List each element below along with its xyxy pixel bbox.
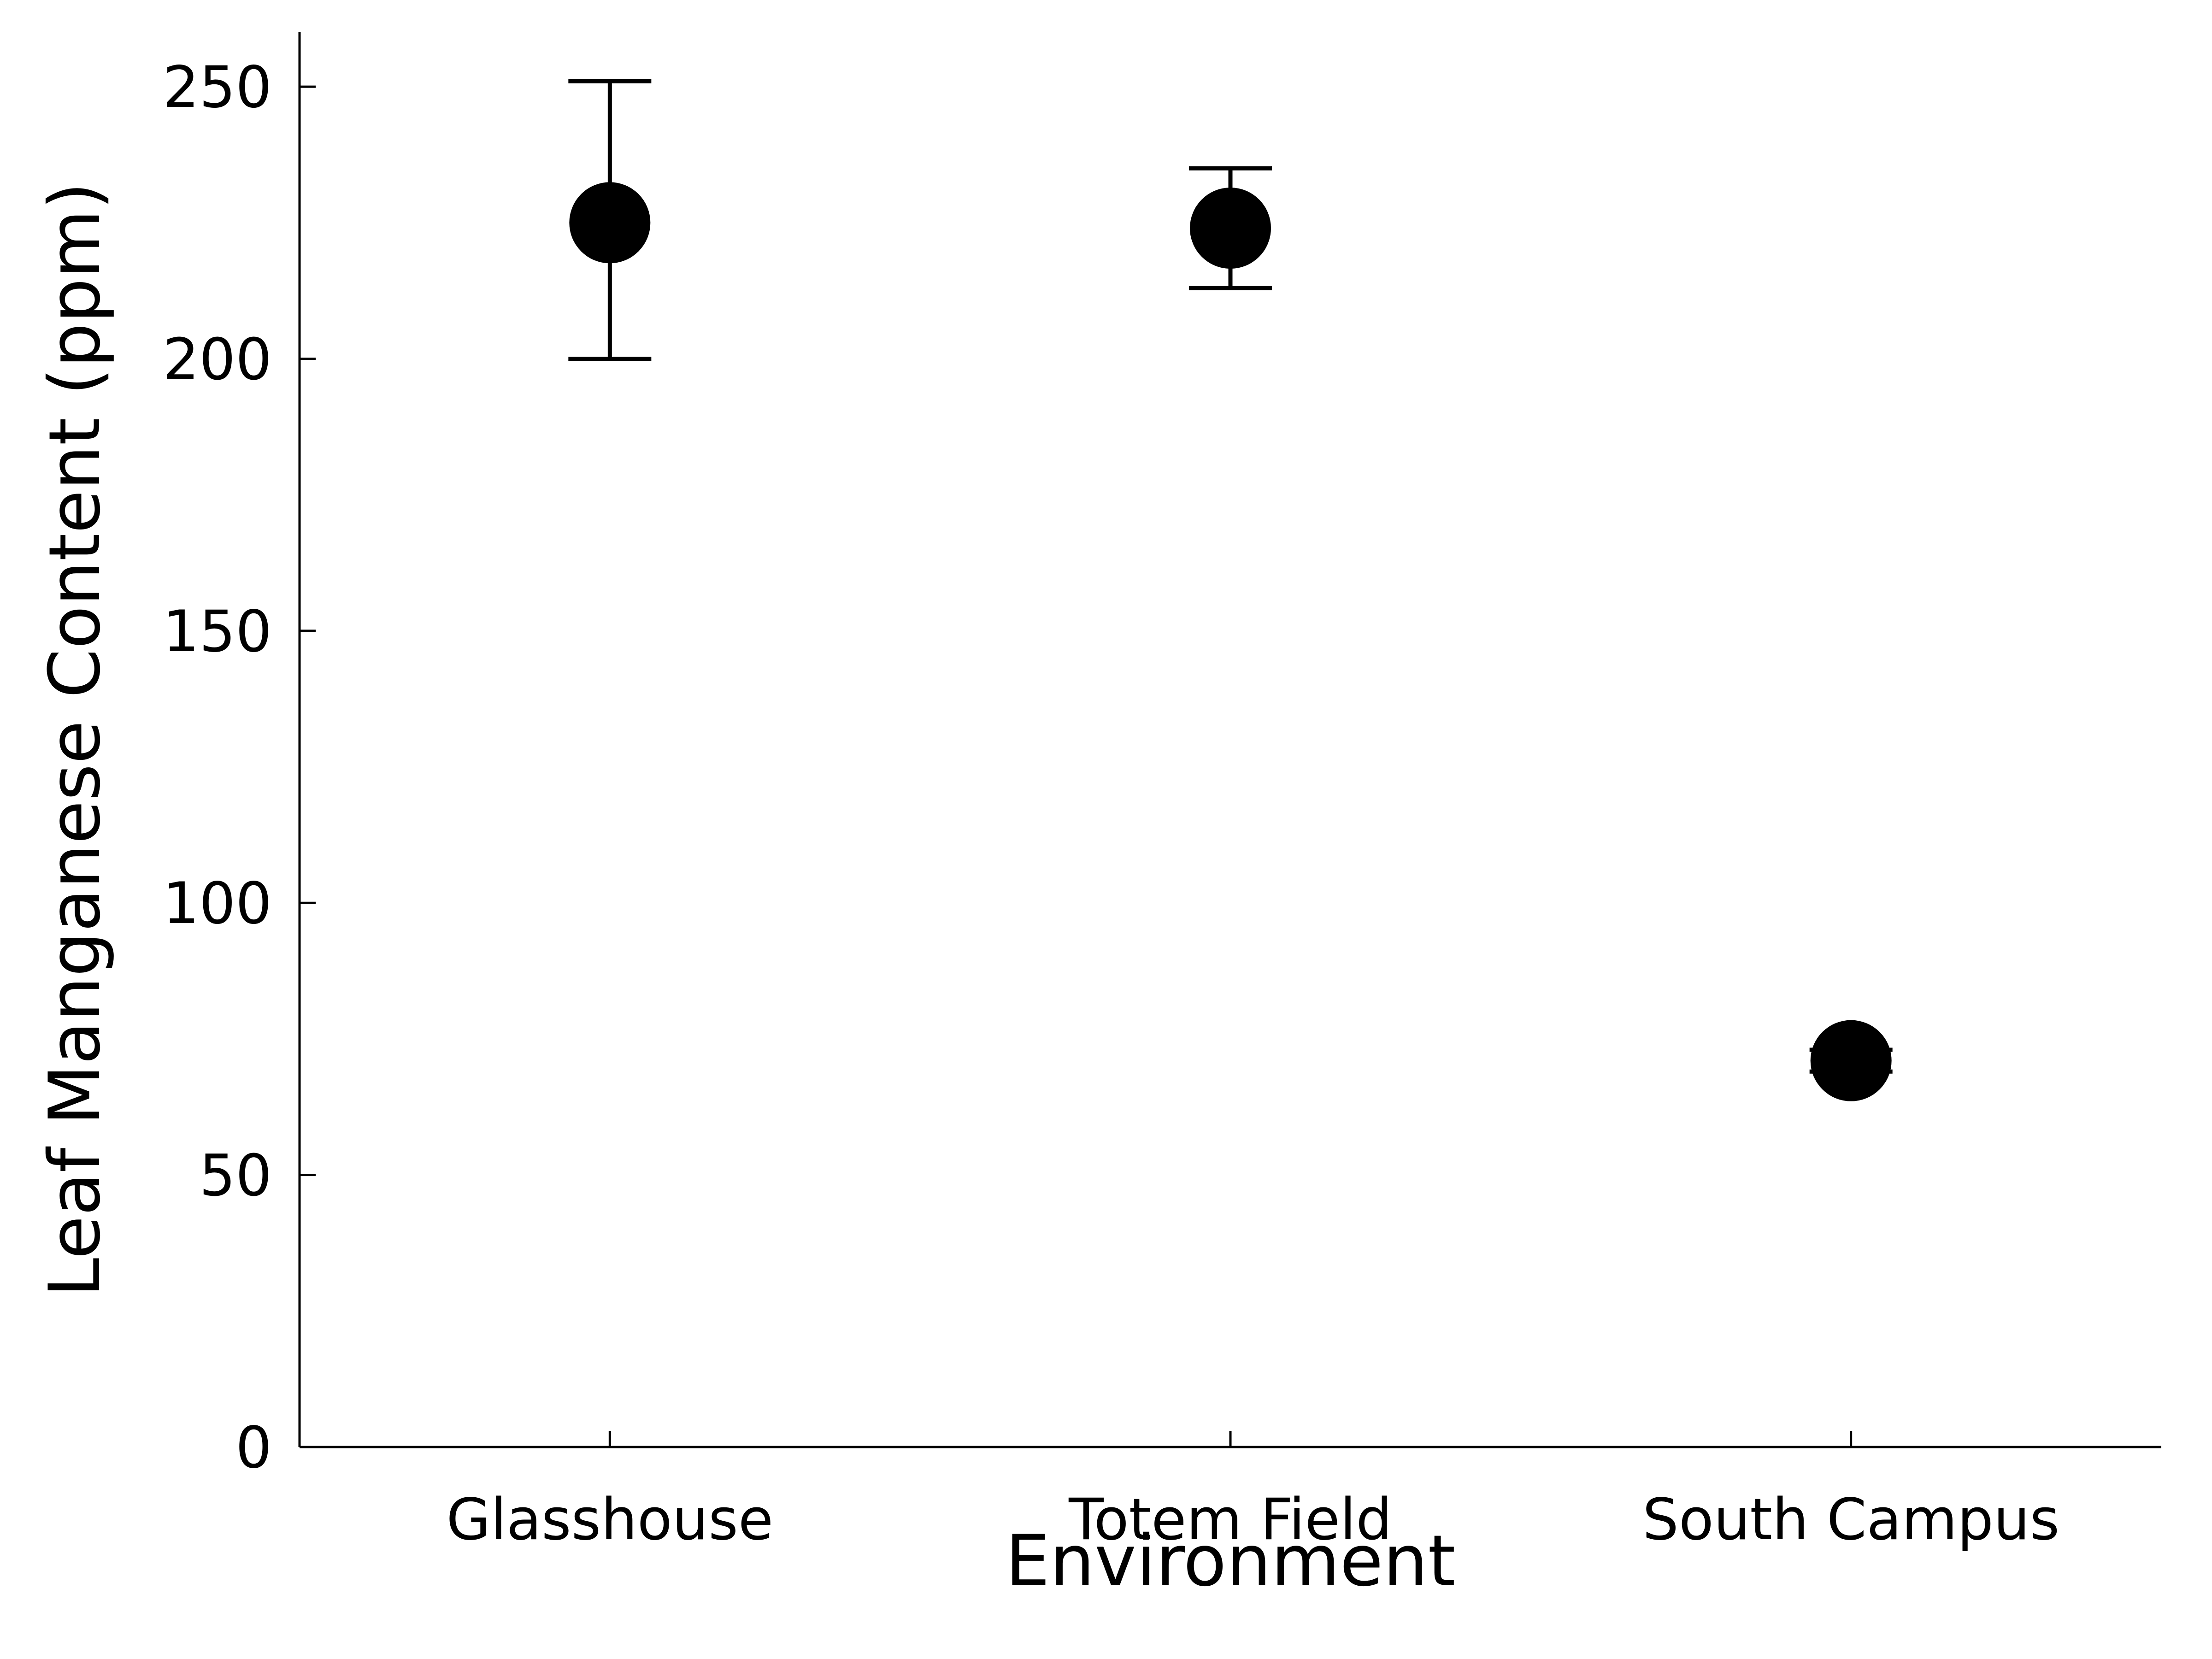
- x-tick-label: South Campus: [1642, 1487, 2059, 1553]
- data-markers: [569, 182, 1892, 1101]
- y-tick-label: 0: [235, 1415, 272, 1481]
- data-point: [1810, 1020, 1892, 1101]
- x-axis-label: Environment: [1006, 1520, 1456, 1602]
- y-ticks: 0 50 100 150 200 250: [163, 54, 316, 1481]
- x-tick-label: Glasshouse: [446, 1487, 773, 1553]
- y-tick-label: 100: [163, 871, 272, 937]
- data-point: [569, 182, 651, 264]
- x-tick-label: Totem Field: [1068, 1487, 1392, 1553]
- y-tick-label: 250: [163, 54, 272, 121]
- y-axis-label: Leaf Manganese Content (ppm): [34, 182, 116, 1297]
- y-tick-label: 200: [163, 326, 272, 393]
- data-point: [1190, 188, 1271, 269]
- y-tick-label: 150: [163, 599, 272, 665]
- x-ticks: Glasshouse Totem Field South Campus: [446, 1431, 2059, 1553]
- y-tick-label: 50: [199, 1143, 272, 1209]
